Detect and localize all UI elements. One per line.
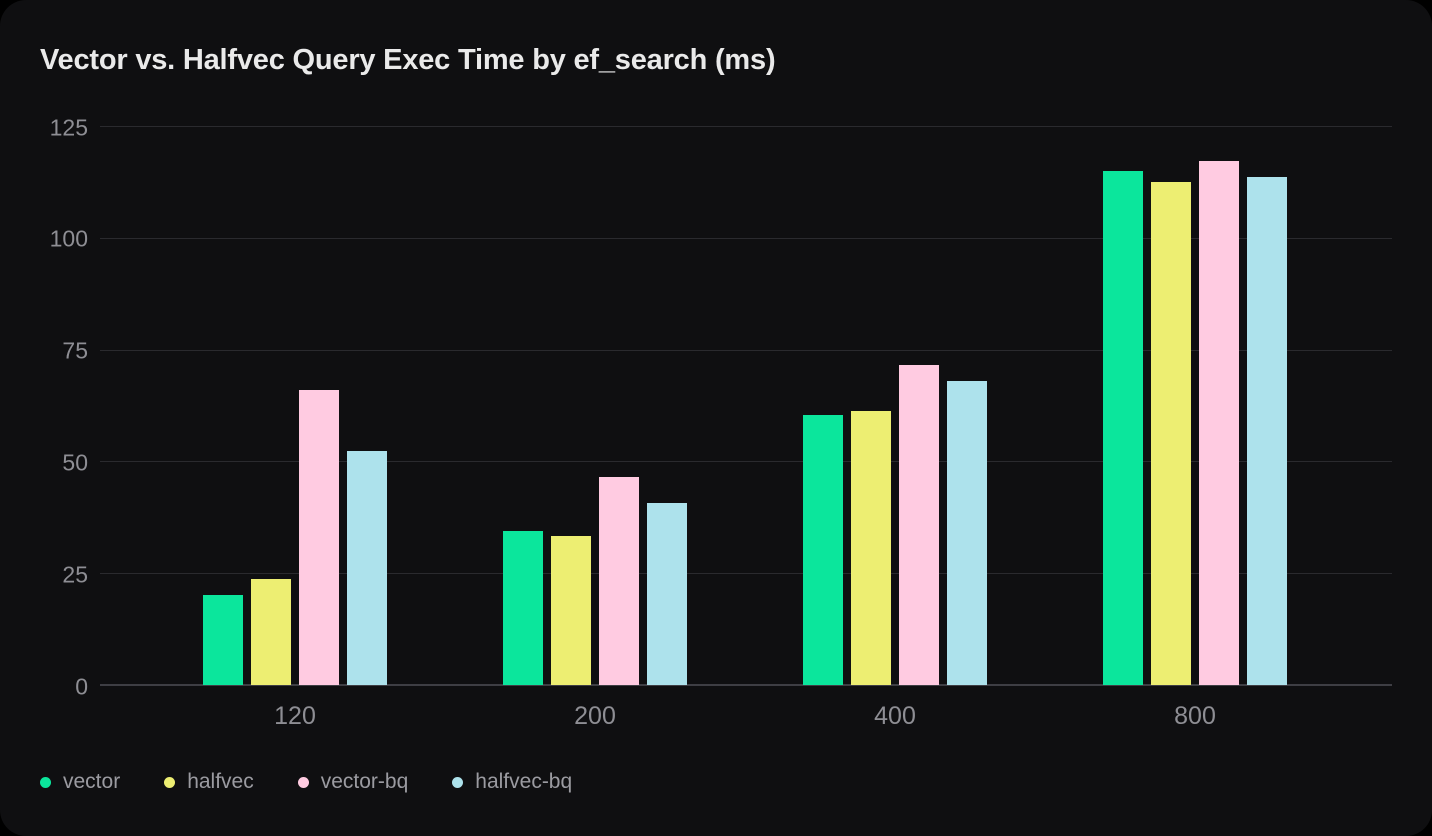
bar-halfvec-bq-800[interactable] [1247,176,1287,685]
gridline-y-125 [100,126,1392,127]
bar-vector-bq-120[interactable] [299,390,339,685]
bar-vector-120[interactable] [203,594,243,685]
plot-area: 0 25 50 75 100 125 120 200 400 800 [50,114,1392,730]
gridline-y-75 [100,349,1392,351]
legend-item-halfvec[interactable]: halfvec [164,770,254,794]
x-axis-tick-label: 400 [874,702,916,730]
bar-vector-bq-800[interactable] [1199,160,1239,685]
legend: vector halfvec vector-bq halfvec-bq [40,770,572,794]
y-axis-tick-label: 50 [62,449,88,476]
y-axis-tick-label: 75 [62,337,88,364]
legend-label: vector-bq [320,770,409,793]
legend-dot-icon [452,776,464,788]
x-axis-tick-label: 800 [1174,702,1216,730]
legend-label: vector [63,770,121,793]
bar-halfvec-200[interactable] [551,535,591,685]
bar-vector-bq-400[interactable] [899,364,939,685]
bar-group-200 [503,477,687,685]
bar-halfvec-bq-400[interactable] [947,380,987,685]
legend-item-vector-bq[interactable]: vector-bq [297,770,409,794]
y-axis-tick-label: 25 [62,561,88,588]
legend-item-halfvec-bq[interactable]: halfvec-bq [452,770,572,794]
legend-label: halfvec-bq [475,770,573,793]
bar-group-120 [203,390,387,685]
gridline-y-0 [100,684,1392,686]
bar-vector-400[interactable] [803,414,843,685]
bar-halfvec-bq-120[interactable] [347,451,387,685]
bar-halfvec-800[interactable] [1151,181,1191,685]
bar-vector-800[interactable] [1103,170,1143,685]
bar-vector-bq-200[interactable] [599,477,639,685]
gridline-y-100 [100,237,1392,239]
gridline-y-50 [100,461,1392,463]
bar-group-800 [1103,160,1287,685]
legend-dot-icon [297,776,309,788]
gridline-y-25 [100,573,1392,575]
legend-dot-icon [40,776,51,788]
y-axis-tick-label: 0 [75,673,88,699]
y-axis-tick-label: 100 [49,225,88,252]
y-axis-tick-label: 125 [49,114,88,140]
legend-item-vector[interactable]: vector [40,770,120,794]
bar-vector-200[interactable] [503,530,543,685]
bar-halfvec-120[interactable] [251,578,291,685]
legend-dot-icon [164,776,176,788]
chart-title: Vector vs. Halfvec Query Exec Time by ef… [40,44,776,76]
bar-halfvec-bq-200[interactable] [647,503,687,685]
x-axis-tick-label: 120 [274,702,316,730]
legend-label: halfvec [187,770,254,793]
bar-group-400 [803,364,987,685]
x-axis-tick-label: 200 [574,702,616,730]
bar-halfvec-400[interactable] [851,410,891,685]
